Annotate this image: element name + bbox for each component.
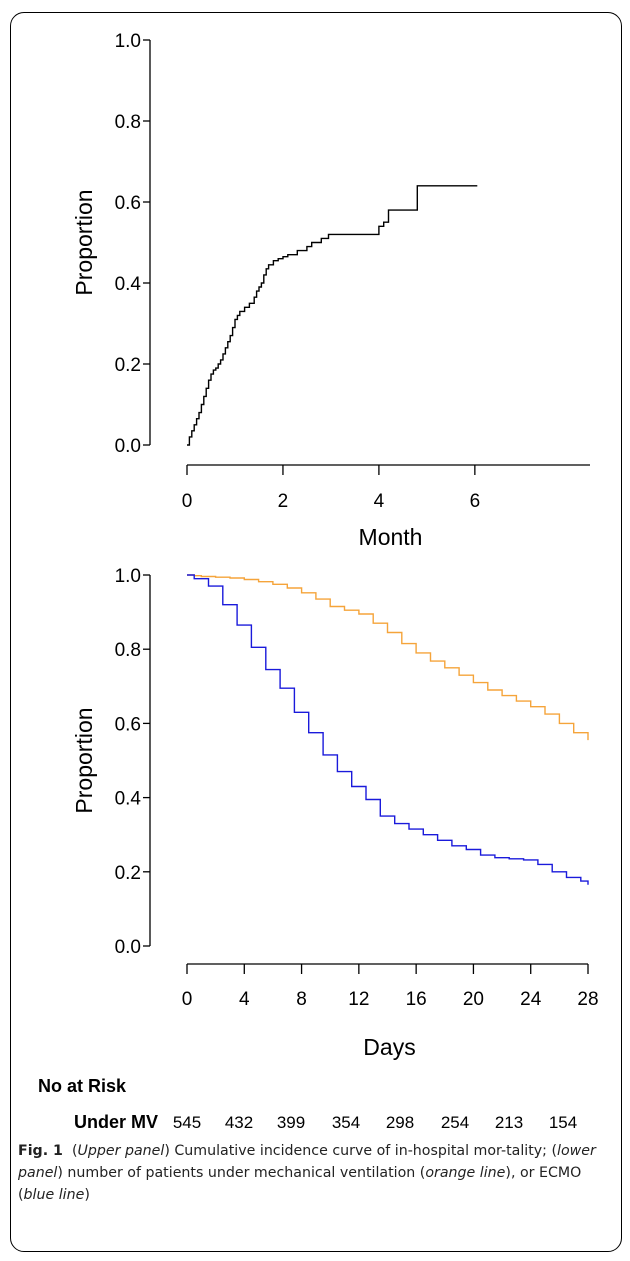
- x-tick-label: 4: [374, 491, 385, 512]
- caption-text-run: ) number of patients under mechanical ve…: [57, 1165, 426, 1181]
- caption-italic-text: lower panel: [18, 1143, 596, 1181]
- y-tick-label: 0.8: [115, 112, 141, 133]
- x-tick-label: 16: [406, 989, 427, 1010]
- y-tick-label: 0.8: [115, 640, 141, 661]
- x-axis-title: Days: [363, 1034, 415, 1060]
- x-tick-label: 24: [520, 989, 542, 1010]
- y-axis-title: Proportion: [71, 707, 97, 813]
- risk-cell: 254: [441, 1113, 469, 1132]
- x-tick-label: 8: [296, 989, 307, 1010]
- risk-cell: 354: [332, 1113, 360, 1132]
- x-tick-label: 0: [182, 989, 193, 1010]
- caption-text: (Upper panel) Cumulative incidence curve…: [18, 1143, 596, 1203]
- risk-cell: 298: [386, 1113, 414, 1132]
- figure-label: Fig. 1: [18, 1143, 63, 1159]
- risk-cell: 545: [173, 1113, 201, 1132]
- risk-cell: 154: [549, 1113, 577, 1132]
- series-line-under-mv: [187, 574, 589, 741]
- figure-frame: [10, 12, 622, 1252]
- risk-cell: 213: [495, 1113, 523, 1132]
- y-tick-label: 0.6: [115, 714, 141, 735]
- y-tick-label: 0.6: [115, 193, 141, 214]
- series-line: [187, 185, 478, 446]
- figure-caption: Fig. 1 (Upper panel) Cumulative incidenc…: [18, 1140, 608, 1206]
- y-tick-label: 0.4: [115, 789, 142, 810]
- x-tick-label: 28: [577, 989, 598, 1010]
- y-tick-label: 1.0: [115, 566, 141, 587]
- y-axis-title: Proportion: [71, 189, 97, 295]
- x-tick-label: 6: [470, 491, 481, 512]
- series-line-under-ecmo: [187, 574, 589, 885]
- risk-table-heading: No at Risk: [38, 1076, 127, 1096]
- risk-row-label: Under MV: [74, 1112, 158, 1132]
- y-tick-label: 0.4: [115, 274, 142, 295]
- risk-cell: 432: [225, 1113, 253, 1132]
- y-tick-label: 1.0: [115, 31, 141, 52]
- x-axis-title: Month: [359, 524, 423, 550]
- y-tick-label: 0.0: [115, 937, 141, 958]
- caption-text-run: (: [71, 1143, 78, 1159]
- x-tick-label: 4: [239, 989, 250, 1010]
- x-tick-label: 2: [278, 491, 289, 512]
- y-tick-label: 0.2: [115, 863, 141, 884]
- x-tick-label: 12: [348, 989, 369, 1010]
- figure-svg: 0.00.20.40.60.81.00 2 4 6ProportionMonth0.0…: [38, 31, 599, 1132]
- caption-text-run: ): [84, 1187, 90, 1203]
- risk-cell: 399: [277, 1113, 305, 1132]
- caption-italic-text: Upper panel: [77, 1143, 165, 1159]
- caption-italic-text: orange line: [425, 1165, 506, 1181]
- caption-italic-text: blue line: [23, 1187, 85, 1203]
- x-tick-label: 20: [463, 989, 484, 1010]
- caption-text-run: ), or ECMO (: [18, 1165, 582, 1203]
- y-tick-label: 0.2: [115, 355, 141, 376]
- x-tick-label: 0: [182, 491, 193, 512]
- caption-text-run: ) Cumulative incidence curve of in-hospi…: [164, 1143, 558, 1159]
- y-tick-label: 0.0: [115, 436, 141, 457]
